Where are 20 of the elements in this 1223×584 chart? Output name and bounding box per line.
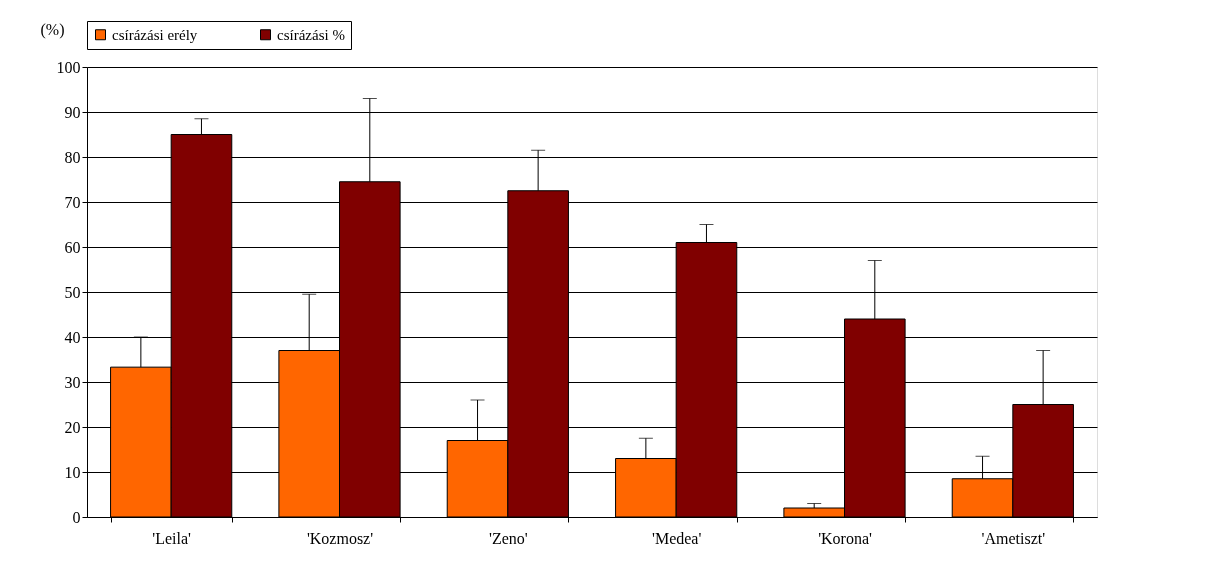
legend-label: csírázási erély xyxy=(112,26,198,43)
y-tick-label: 30 xyxy=(64,373,81,391)
y-tick-label: 50 xyxy=(64,283,81,301)
y-tick-label: 60 xyxy=(64,238,81,256)
y-tick-label: 70 xyxy=(64,193,81,211)
y-axis-title: (%) xyxy=(40,20,65,39)
x-tick-label: 'Korona' xyxy=(818,529,872,547)
y-tick-label: 100 xyxy=(56,58,81,76)
x-tick-label: 'Ametiszt' xyxy=(981,529,1046,547)
x-tick-label: 'Kozmosz' xyxy=(306,529,374,547)
x-tick-label: 'Medea' xyxy=(652,529,702,547)
y-tick-label: 90 xyxy=(64,103,81,121)
x-tick-label: 'Zeno' xyxy=(489,529,528,547)
y-tick-label: 0 xyxy=(72,508,81,526)
y-tick-label: 80 xyxy=(64,148,81,166)
x-tick-label: 'Leila' xyxy=(152,529,192,547)
legend-label: csírázási % xyxy=(277,26,345,43)
y-tick-label: 40 xyxy=(64,328,81,346)
y-tick-label: 10 xyxy=(64,463,81,481)
y-tick-label: 20 xyxy=(64,418,81,436)
